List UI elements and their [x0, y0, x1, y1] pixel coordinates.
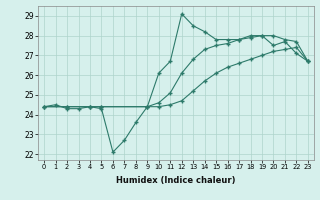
X-axis label: Humidex (Indice chaleur): Humidex (Indice chaleur) [116, 176, 236, 185]
